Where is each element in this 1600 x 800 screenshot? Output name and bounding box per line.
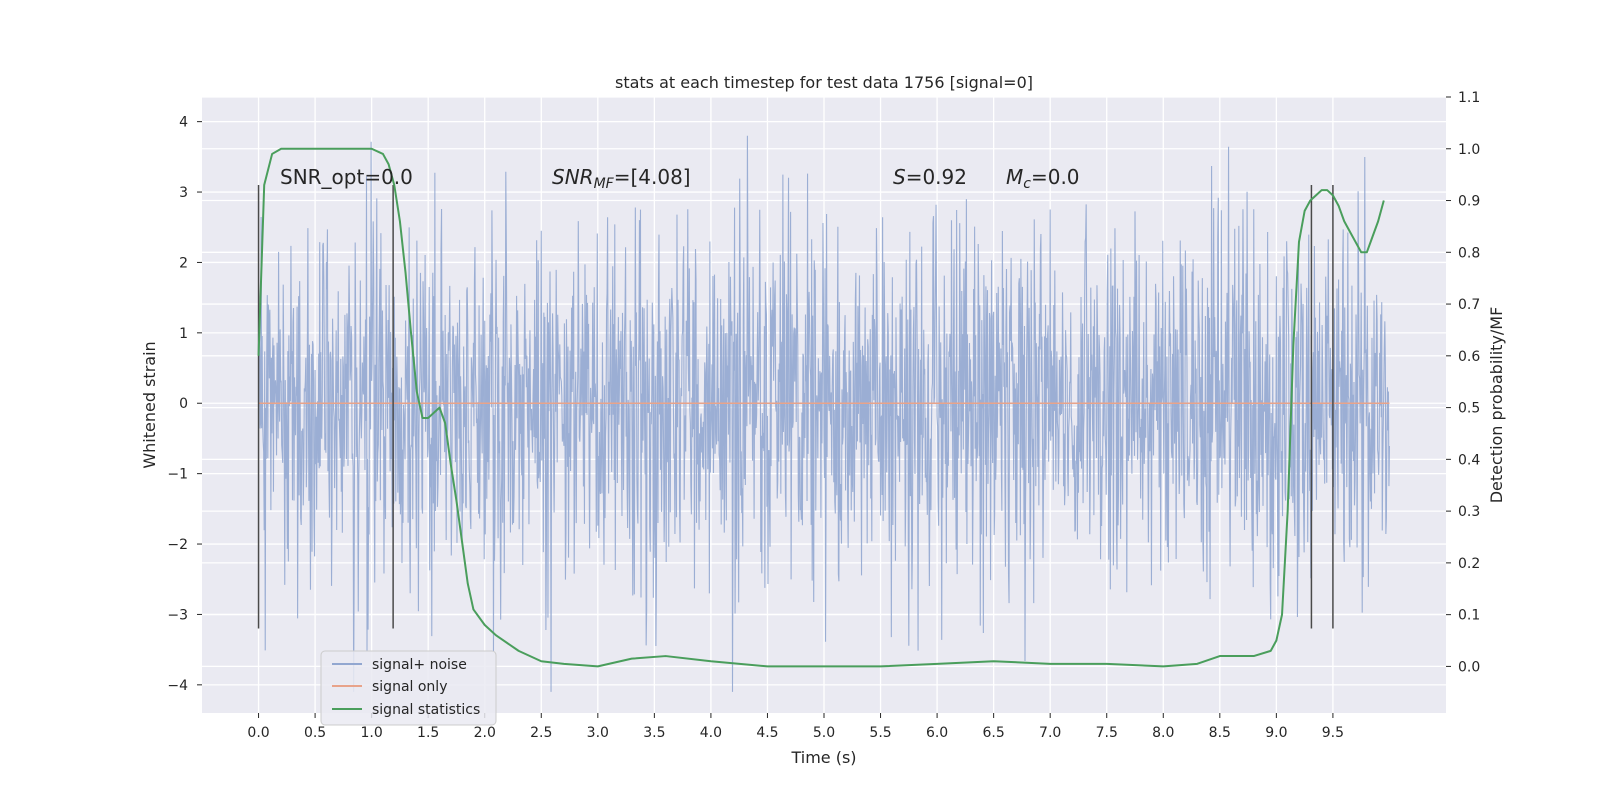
x-tick-label: 6.5 xyxy=(983,725,1005,741)
legend: signal+ noise signal only signal statist… xyxy=(320,650,497,726)
y-tick-label: 4 xyxy=(179,115,188,131)
x-tick-label: 1.5 xyxy=(417,725,439,741)
legend-label-signal-noise: signal+ noise xyxy=(372,657,467,673)
snr-mf-annotation: SNRMF=[4.08] xyxy=(552,165,691,192)
y-tick-label: −3 xyxy=(167,607,188,623)
y2-tick-label: 0.9 xyxy=(1458,194,1480,210)
y-tick-label: −1 xyxy=(167,467,188,483)
x-tick-label: 2.5 xyxy=(530,725,552,741)
legend-box xyxy=(320,650,497,726)
y2-tick-label: 0.7 xyxy=(1458,297,1480,313)
y-axis-title: Whitened strain xyxy=(140,341,159,468)
y-tick-label: 0 xyxy=(179,396,188,412)
snr-mf-value: =[4.08] xyxy=(614,165,691,189)
y2-axis-title: Detection probability/MF xyxy=(1487,307,1506,504)
mc-value: =0.0 xyxy=(1031,165,1080,189)
y2-tick-label: 0.6 xyxy=(1458,349,1480,365)
snr-mf-symbol: SNR xyxy=(552,165,594,189)
s-value: =0.92 xyxy=(906,165,967,189)
s-annotation: S=0.92 xyxy=(893,165,967,189)
y2-tick-label: 1.0 xyxy=(1458,142,1480,158)
x-tick-label: 0.0 xyxy=(247,725,269,741)
legend-label-signal-only: signal only xyxy=(372,679,447,695)
y2-tick-label: 0.0 xyxy=(1458,659,1480,675)
y-tick-label: 2 xyxy=(179,255,188,271)
legend-label-signal-statistics: signal statistics xyxy=(372,702,480,718)
y-tick-label: −2 xyxy=(167,537,188,553)
y2-tick-label: 0.1 xyxy=(1458,608,1480,624)
signal-statistics-series xyxy=(257,147,1385,668)
signal-statistics-line xyxy=(257,147,1385,668)
x-tick-label: 9.0 xyxy=(1265,725,1287,741)
y-tick-label: −4 xyxy=(167,678,188,694)
y2-tick-label: 0.3 xyxy=(1458,504,1480,520)
x-tick-label: 3.5 xyxy=(643,725,665,741)
tick-labels: 0.0 0.5 1.0 1.5 2.0 2.5 3.0 3.5 4.0 4.5 5.0 5.5 6.0 6… xyxy=(167,90,1480,741)
x-tick-label: 7.5 xyxy=(1096,725,1118,741)
event-markers xyxy=(257,185,1334,629)
mc-symbol: M xyxy=(1006,165,1023,189)
x-tick-label: 1.0 xyxy=(361,725,383,741)
x-tick-label: 3.0 xyxy=(587,725,609,741)
x-tick-label: 5.5 xyxy=(869,725,891,741)
y-tick-label: 3 xyxy=(179,185,188,201)
x-axis-title: Time (s) xyxy=(790,748,856,767)
x-tick-label: 8.5 xyxy=(1209,725,1231,741)
x-tick-label: 2.0 xyxy=(474,725,496,741)
x-tick-label: 8.0 xyxy=(1152,725,1174,741)
x-tick-label: 4.0 xyxy=(700,725,722,741)
y2-tick-label: 0.4 xyxy=(1458,452,1480,468)
mc-subscript: c xyxy=(1023,176,1031,192)
snr-opt-annotation: SNR_opt=0.0 xyxy=(280,165,413,189)
signal-noise-line xyxy=(258,135,1390,692)
s-symbol: S xyxy=(893,165,906,189)
x-tick-label: 7.0 xyxy=(1039,725,1061,741)
mc-annotation: Mc=0.0 xyxy=(1006,165,1080,192)
x-tick-label: 5.0 xyxy=(813,725,835,741)
y2-tick-label: 0.2 xyxy=(1458,556,1480,572)
y2-tick-label: 0.5 xyxy=(1458,401,1480,417)
snr-mf-subscript: MF xyxy=(594,176,615,192)
y2-tick-label: 1.1 xyxy=(1458,90,1480,106)
signal-noise-series xyxy=(258,135,1390,692)
x-tick-label: 9.5 xyxy=(1322,725,1344,741)
chart-title: stats at each timestep for test data 175… xyxy=(615,73,1033,92)
y-tick-label: 1 xyxy=(179,326,188,342)
y2-tick-label: 0.8 xyxy=(1458,245,1480,261)
x-tick-label: 4.5 xyxy=(756,725,778,741)
x-tick-label: 0.5 xyxy=(304,725,326,741)
x-tick-label: 6.0 xyxy=(926,725,948,741)
